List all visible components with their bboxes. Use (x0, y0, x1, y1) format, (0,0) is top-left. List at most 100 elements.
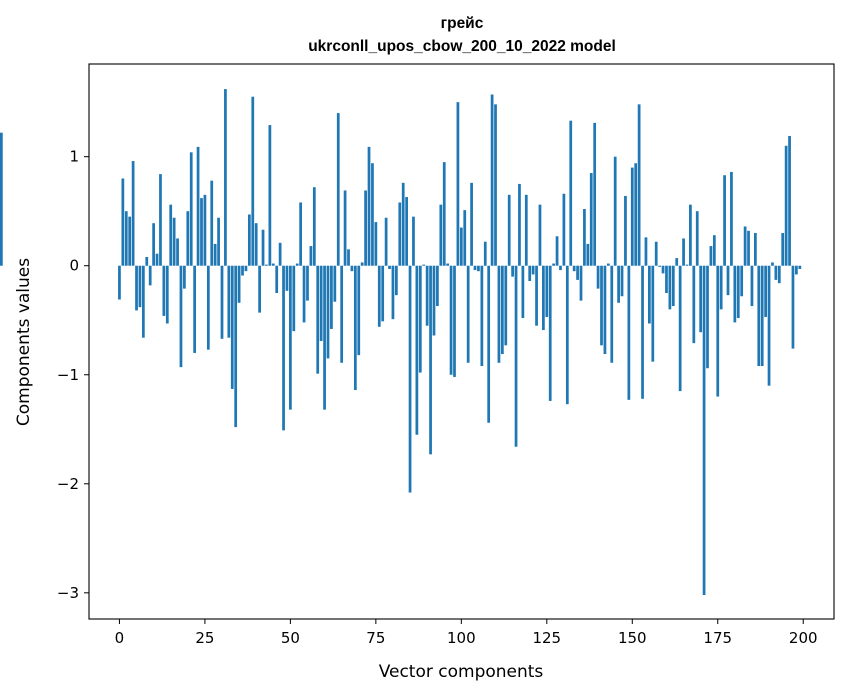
bar (371, 163, 374, 266)
bar (706, 265, 709, 369)
bar (408, 265, 412, 493)
bar (487, 265, 491, 423)
bar (542, 265, 545, 331)
bar (405, 197, 408, 266)
bar (788, 135, 791, 266)
bar (162, 265, 166, 316)
x-tick-label: 125 (532, 629, 561, 647)
bar (124, 211, 128, 266)
bar (193, 265, 197, 353)
bar (377, 265, 381, 327)
bar (459, 227, 463, 266)
bar (135, 265, 138, 311)
bar (473, 265, 477, 271)
bar (384, 217, 388, 266)
bar (668, 265, 672, 310)
bar (388, 265, 391, 269)
bar (131, 161, 135, 266)
bar (340, 265, 344, 363)
bar (723, 175, 726, 266)
x-tick-label: 25 (195, 629, 214, 647)
bar (439, 204, 443, 266)
bar (736, 265, 740, 319)
bar (333, 265, 337, 302)
bar (176, 238, 179, 266)
chart-subtitle: ukrconll_upos_cbow_200_10_2022 model (308, 38, 616, 55)
bar (148, 265, 152, 286)
bar (466, 265, 470, 363)
bar (412, 216, 415, 266)
bar (726, 265, 730, 296)
bar (528, 265, 532, 281)
bar (165, 265, 169, 324)
bar (658, 265, 661, 267)
bar (278, 242, 282, 266)
bar (689, 204, 692, 266)
bar (627, 265, 631, 400)
bar (275, 265, 279, 293)
bar (514, 265, 518, 447)
bar (268, 125, 272, 266)
bar (456, 102, 460, 266)
bar (425, 265, 429, 326)
bar (583, 209, 586, 266)
bar (494, 104, 497, 266)
bar (343, 190, 347, 266)
bar (535, 265, 538, 326)
bar (606, 263, 610, 266)
bar (463, 210, 467, 266)
bar (271, 263, 275, 266)
bar (121, 178, 125, 266)
bar (589, 173, 593, 266)
bar (559, 265, 562, 271)
bar (791, 265, 795, 349)
bar (531, 265, 535, 275)
x-tick-label: 75 (366, 629, 385, 647)
bar (637, 104, 641, 266)
bar (415, 265, 419, 435)
bar (159, 174, 162, 266)
bar (217, 217, 220, 266)
bar (436, 265, 439, 307)
bar (661, 265, 665, 274)
bar (483, 241, 487, 266)
y-tick-label: 0 (69, 257, 79, 275)
bar (764, 265, 767, 317)
bar (671, 265, 675, 307)
bar (367, 146, 371, 266)
bar (220, 265, 224, 339)
bar (678, 265, 682, 392)
bar (665, 265, 668, 293)
bar (500, 265, 504, 355)
bar (183, 265, 186, 289)
bar (446, 263, 450, 266)
bar (381, 265, 385, 322)
bar (538, 204, 542, 266)
bar (347, 249, 350, 266)
bar (453, 265, 456, 377)
bar (757, 265, 761, 367)
bar (336, 113, 340, 266)
bar (152, 223, 155, 266)
bar (545, 265, 549, 317)
y-tick-label: 1 (69, 148, 79, 166)
bars-group (0, 89, 802, 596)
bar (617, 265, 620, 303)
bar (641, 265, 644, 399)
bar (682, 238, 685, 266)
bar (562, 193, 566, 266)
x-tick-label: 200 (789, 629, 818, 647)
bar (781, 233, 785, 266)
bar (576, 265, 579, 280)
bar (374, 222, 378, 266)
bar (189, 152, 193, 266)
bar (330, 265, 333, 329)
bar (610, 265, 614, 363)
bar (206, 265, 210, 350)
bar (771, 262, 774, 266)
y-axis-ticks: −3 −2 −1 0 1 (57, 148, 89, 602)
bar (507, 194, 511, 266)
bar (213, 243, 217, 266)
bar (230, 265, 234, 389)
